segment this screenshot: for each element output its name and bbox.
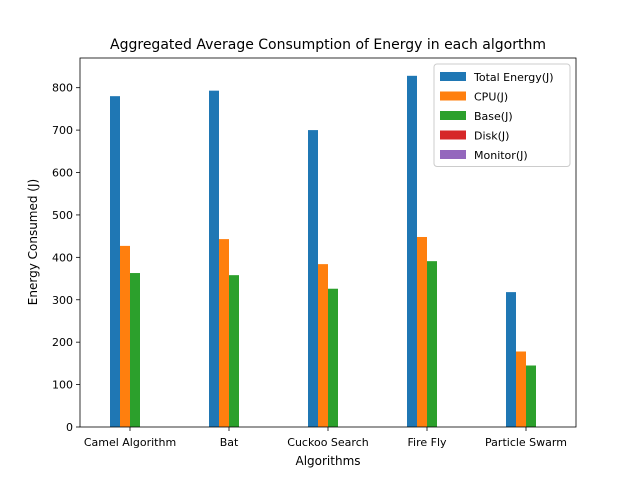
bar	[308, 130, 318, 427]
legend-swatch	[440, 150, 466, 159]
y-axis-label: Energy Consumed (J)	[26, 179, 40, 305]
x-tick-label: Particle Swarm	[485, 436, 567, 449]
x-tick-label: Camel Algorithm	[84, 436, 176, 449]
bar	[120, 245, 130, 427]
legend-swatch	[440, 130, 466, 140]
bar	[229, 275, 239, 427]
bar	[318, 264, 328, 427]
y-tick-label: 500	[52, 209, 73, 222]
bar	[219, 239, 229, 427]
y-tick-label: 700	[52, 124, 73, 137]
bar	[209, 90, 219, 427]
legend-label: Base(J)	[474, 110, 513, 123]
plot-area: 0 100 200 300 400 500 600 700 800 Camel Algorithm…	[52, 57, 577, 449]
x-tick-label: Cuckoo Search	[287, 436, 368, 449]
y-tick-label: 0	[66, 421, 73, 434]
x-tick-label: Bat	[220, 436, 239, 449]
x-tick-label: Fire Fly	[407, 436, 447, 449]
bar	[427, 261, 437, 427]
legend-label: Disk(J)	[474, 130, 509, 143]
bar	[110, 96, 120, 428]
chart-title: Aggregated Average Consumption of Energy…	[110, 37, 546, 53]
bar	[328, 288, 338, 427]
y-tick-label: 400	[52, 251, 73, 264]
legend: Total Energy(J) CPU(J) Base(J) Disk(J) Monit…	[433, 63, 571, 167]
legend-swatch	[440, 111, 466, 120]
bar	[130, 273, 140, 427]
y-tick-label: 800	[52, 82, 73, 95]
legend-label: Total Energy(J)	[473, 71, 554, 84]
y-tick-label: 200	[52, 336, 73, 349]
bar	[407, 75, 417, 427]
legend-label: CPU(J)	[474, 91, 508, 104]
bar	[506, 292, 516, 427]
y-tick-label: 100	[52, 379, 73, 392]
x-axis-label: Algorithms	[295, 454, 360, 468]
y-tick-label: 600	[52, 167, 73, 180]
bar	[526, 365, 536, 427]
legend-box	[433, 63, 571, 167]
bar	[516, 351, 526, 427]
y-tick-label: 300	[52, 294, 73, 307]
legend-swatch	[440, 72, 466, 81]
legend-label: Monitor(J)	[474, 149, 528, 162]
legend-swatch	[440, 91, 466, 101]
bar	[417, 236, 427, 427]
